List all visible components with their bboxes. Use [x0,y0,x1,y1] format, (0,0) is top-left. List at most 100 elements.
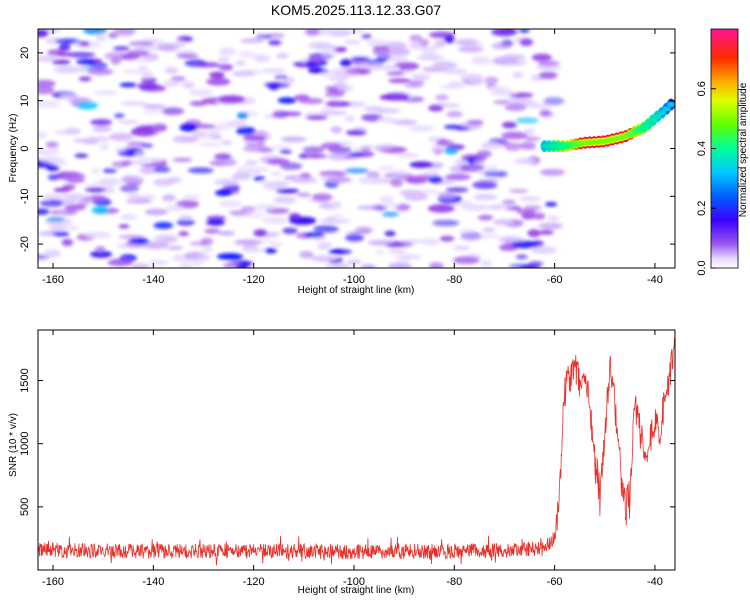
heatmap-cell [387,241,414,248]
heatmap-cell [265,207,290,214]
signal-ridge-mark [658,110,666,116]
heatmap-cell [330,126,343,134]
heatmap-cell [39,199,64,207]
heatmap-cell [38,55,59,62]
heatmap-cell [484,170,508,178]
heatmap-cell [466,119,484,126]
signal-ridge-mark [639,125,648,130]
x-tick-label: -80 [446,576,462,588]
heatmap-cell [344,115,356,122]
heatmap-cell [264,247,277,254]
heatmap-cell [325,263,351,268]
heatmap-cell [129,238,150,245]
heatmap-cell [126,199,152,204]
heatmap-cell [138,157,164,163]
heatmap-cell [318,241,332,249]
heatmap-cell [360,146,372,151]
heatmap-cell [409,34,423,42]
heatmap-cell [299,250,314,259]
heatmap-cell [216,253,244,260]
heatmap-cell [502,142,528,147]
heatmap-cell [384,230,396,237]
x-tick-label: -100 [343,576,365,588]
heatmap-cell [435,140,455,147]
heatmap-cell [437,192,455,197]
heatmap-cell [148,259,169,266]
heatmap-cell [235,263,249,268]
heatmap-cell [494,29,509,35]
y-tick-label: 1000 [19,431,31,455]
heatmap-cell [470,79,486,85]
heatmap-cell [156,43,180,52]
x-tick-label: -80 [446,274,462,286]
heatmap-cell [206,219,226,226]
heatmap-cell [393,169,409,175]
heatmap-cell [58,43,71,51]
heatmap-cell [61,238,74,247]
heatmap-cell [266,158,290,165]
heatmap-cell [218,200,242,208]
heatmap-cell [119,82,137,88]
heatmap-cell [87,68,114,76]
heatmap-cell [84,231,112,239]
heatmap-cell [298,97,324,105]
heatmap-cell [123,147,143,152]
heatmap-cell [236,112,249,119]
heatmap-cell [348,152,365,157]
heatmap-cell [201,246,213,253]
heatmap-cell [183,194,201,200]
heatmap-cell [532,212,546,220]
heatmap-cell [272,180,290,188]
heatmap-cell [242,145,271,153]
heatmap-cell [273,196,297,204]
heatmap-cell [326,100,342,108]
heatmap-cell [196,254,212,262]
heatmap-cell [243,210,266,219]
heatmap-cell [313,224,339,233]
heatmap-cell [165,67,178,74]
heatmap-cell [179,123,198,132]
heatmap-cell [204,228,221,235]
heatmap-cell [377,116,396,123]
heatmap-cell [176,219,195,226]
heatmap-cell [122,69,146,75]
heatmap-cell [372,48,390,56]
heatmap-cell [206,215,226,221]
heatmap-cell [489,138,508,144]
heatmap-cell [446,111,463,118]
heatmap-cell [320,142,342,150]
signal-ridge-mark [662,106,671,112]
heatmap-cell [430,144,441,153]
x-tick-label: -140 [142,576,164,588]
heatmap-cell [102,168,117,174]
heatmap-cell [296,192,312,197]
heatmap-cell [536,61,560,66]
heatmap-cell [214,153,232,160]
heatmap-cell [84,136,110,142]
heatmap-cell [188,88,213,97]
heatmap-cell [131,127,155,136]
heatmap-cell [94,246,106,253]
heatmap-cell [310,255,338,262]
heatmap-cell [187,167,214,174]
heatmap-cell [366,38,387,47]
heatmap-cell [321,50,338,59]
heatmap-cell [141,77,157,84]
heatmap-cell [390,178,404,187]
heatmap-cell [536,66,563,70]
heatmap-cell [76,58,95,66]
heatmap-cell [386,71,406,76]
heatmap-cell [344,168,370,174]
heatmap-cell [114,113,125,119]
heatmap-cell [490,203,514,209]
heatmap-cell [289,176,317,182]
heatmap-cell [38,29,49,38]
heatmap-cell [320,110,348,115]
heatmap-cell [121,175,144,185]
heatmap-cell [473,159,486,164]
heatmap-cell [140,163,169,168]
heatmap-cell [198,131,220,140]
heatmap-cell [458,229,477,235]
heatmap-cell [484,76,499,85]
heatmap-cell [428,175,443,184]
